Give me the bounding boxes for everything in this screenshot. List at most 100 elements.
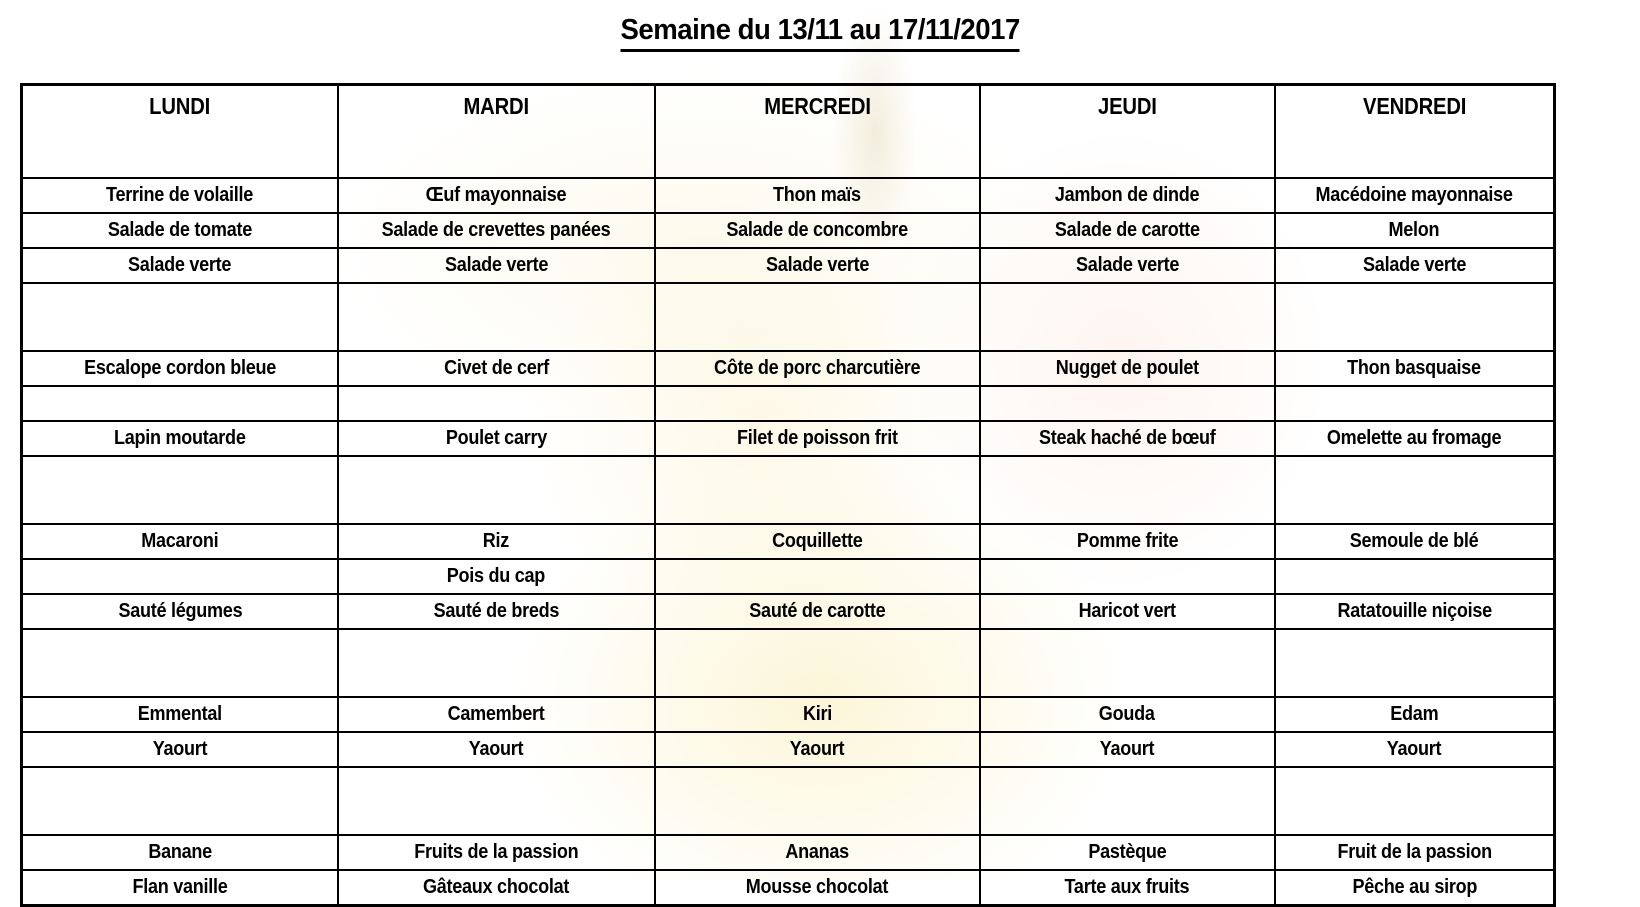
column-header-label: LUNDI (149, 93, 211, 119)
menu-item-text: Salade de crevettes panées (381, 218, 611, 241)
empty-cell (20, 385, 340, 422)
menu-cell: Terrine de volaille (20, 177, 340, 214)
menu-cell: Sauté de breds (337, 593, 656, 630)
menu-row: Salade verte Salade verte Salade verte Sala… (20, 247, 1556, 284)
menu-item-text: Haricot vert (1078, 599, 1176, 622)
menu-item-text: Fruits de la passion (414, 840, 579, 863)
menu-item-text: Macédoine mayonnaise (1315, 183, 1514, 206)
column-header-label: JEUDI (1097, 93, 1157, 119)
menu-cell: Pêche au sirop (1273, 869, 1556, 907)
empty-cell (978, 558, 1276, 595)
menu-cell: Banane (20, 834, 340, 871)
menu-cell: Pomme frite (978, 523, 1276, 560)
empty-cell (653, 282, 981, 352)
empty-cell (20, 558, 340, 595)
empty-cell (653, 558, 981, 595)
menu-item-text: Flan vanille (132, 875, 228, 898)
empty-cell (1273, 282, 1556, 352)
menu-item-text: Poulet carry (445, 426, 547, 449)
empty-cell (978, 628, 1276, 698)
menu-item-text: Thon basquaise (1347, 356, 1482, 379)
menu-cell: Gâteaux chocolat (337, 869, 656, 907)
empty-cell (978, 766, 1276, 836)
menu-item-text: Salade verte (128, 253, 232, 276)
menu-cell: Camembert (337, 696, 656, 733)
column-header-jeudi: JEUDI (978, 83, 1276, 179)
menu-item-text: Escalope cordon bleue (84, 356, 277, 379)
menu-cell: Riz (337, 523, 656, 560)
menu-item-text: Salade verte (1075, 253, 1179, 276)
menu-cell: Salade de carotte (978, 212, 1276, 249)
empty-cell (978, 455, 1276, 525)
page-title: Semaine du 13/11 au 17/11/2017 (0, 14, 1640, 52)
menu-cell: Pois du cap (337, 558, 656, 595)
menu-item-text: Gouda (1099, 702, 1156, 725)
menu-cell: Kiri (653, 696, 981, 733)
menu-item-text: Filet de poisson frit (736, 426, 898, 449)
column-header-vendredi: VENDREDI (1273, 83, 1556, 179)
menu-cell: Thon basquaise (1273, 350, 1556, 387)
menu-item-text: Salade de tomate (107, 218, 253, 241)
empty-cell (20, 766, 340, 836)
empty-cell (337, 282, 656, 352)
menu-item-text: Terrine de volaille (106, 183, 254, 206)
menu-row: Lapin moutarde Poulet carry Filet de poiss… (20, 420, 1556, 457)
spacer-row (20, 282, 1556, 352)
menu-cell: Melon (1273, 212, 1556, 249)
menu-cell: Ratatouille niçoise (1273, 593, 1556, 630)
column-header-mercredi: MERCREDI (653, 83, 981, 179)
menu-row: Pois du cap (20, 558, 1556, 595)
menu-cell: Semoule de blé (1273, 523, 1556, 560)
menu-cell: Macaroni (20, 523, 340, 560)
menu-row: Sauté légumes Sauté de breds Sauté de caro… (20, 593, 1556, 630)
menu-cell: Salade de concombre (653, 212, 981, 249)
menu-cell: Edam (1273, 696, 1556, 733)
menu-item-text: Tarte aux fruits (1064, 875, 1190, 898)
menu-cell: Salade verte (20, 247, 340, 284)
menu-item-text: Yaourt (789, 737, 845, 760)
menu-cell: Salade verte (978, 247, 1276, 284)
empty-cell (1273, 385, 1556, 422)
menu-item-text: Salade verte (765, 253, 869, 276)
menu-item-text: Omelette au fromage (1327, 426, 1502, 449)
menu-cell: Fruit de la passion (1273, 834, 1556, 871)
menu-body: Terrine de volaille Œuf mayonnaise Thon ma… (20, 177, 1556, 907)
menu-cell: Macédoine mayonnaise (1273, 177, 1556, 214)
menu-item-text: Yaourt (1099, 737, 1155, 760)
column-header-label: MARDI (463, 93, 530, 119)
menu-cell: Yaourt (978, 731, 1276, 768)
menu-item-text: Fruit de la passion (1337, 840, 1492, 863)
empty-cell (1273, 628, 1556, 698)
empty-cell (20, 455, 340, 525)
menu-item-text: Lapin moutarde (114, 426, 246, 449)
menu-cell: Thon maïs (653, 177, 981, 214)
menu-cell: Sauté légumes (20, 593, 340, 630)
empty-cell (978, 282, 1276, 352)
menu-cell: Lapin moutarde (20, 420, 340, 457)
menu-item-text: Œuf mayonnaise (426, 183, 567, 206)
menu-item-text: Melon (1388, 218, 1440, 241)
menu-item-text: Sauté légumes (118, 599, 242, 622)
menu-row: Emmental Camembert Kiri Gouda Edam (20, 696, 1556, 733)
menu-row: Macaroni Riz Coquillette Pomme frite Semoule… (20, 523, 1556, 560)
menu-cell: Ananas (653, 834, 981, 871)
empty-cell (1273, 455, 1556, 525)
menu-cell: Œuf mayonnaise (337, 177, 656, 214)
menu-cell: Yaourt (1273, 731, 1556, 768)
menu-cell: Salade verte (1273, 247, 1556, 284)
empty-cell (337, 628, 656, 698)
empty-cell (20, 628, 340, 698)
menu-item-text: Gâteaux chocolat (423, 875, 570, 898)
menu-item-text: Ananas (785, 840, 849, 863)
menu-item-text: Salade de concombre (726, 218, 908, 241)
menu-table: LUNDI MARDI MERCREDI JEUDI VENDREDI Terrine … (20, 83, 1556, 907)
header-row: LUNDI MARDI MERCREDI JEUDI VENDREDI (20, 83, 1556, 179)
menu-row: Terrine de volaille Œuf mayonnaise Thon ma… (20, 177, 1556, 214)
menu-item-text: Nugget de poulet (1055, 356, 1199, 379)
menu-item-text: Civet de cerf (443, 356, 549, 379)
menu-item-text: Steak haché de bœuf (1038, 426, 1216, 449)
menu-item-text: Thon maïs (773, 183, 862, 206)
menu-item-text: Salade de carotte (1054, 218, 1200, 241)
menu-item-text: Sauté de breds (433, 599, 560, 622)
